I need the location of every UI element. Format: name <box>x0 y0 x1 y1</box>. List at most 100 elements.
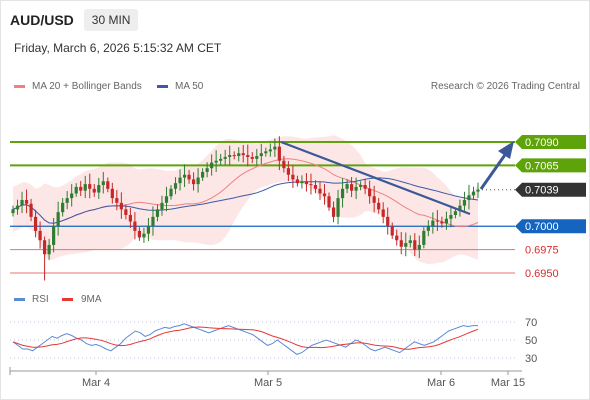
candle <box>462 191 467 214</box>
candle-body <box>228 155 232 157</box>
trend-annotations <box>280 140 514 216</box>
candle <box>160 195 164 216</box>
candle-body <box>318 188 322 194</box>
candle <box>52 217 56 253</box>
candle <box>137 227 142 241</box>
candle-body <box>340 188 345 199</box>
candle <box>309 173 313 195</box>
candle-body <box>20 200 24 206</box>
candle <box>363 179 367 195</box>
candle-body <box>259 153 263 157</box>
candle-body <box>106 181 110 189</box>
candle <box>359 181 363 191</box>
rsi-line <box>12 323 478 355</box>
candle <box>431 212 435 234</box>
candle <box>74 183 78 197</box>
candle-body <box>182 174 187 178</box>
candle <box>417 235 421 259</box>
candle <box>372 185 376 213</box>
candle-body <box>345 184 349 189</box>
candle <box>201 168 205 181</box>
candle-body <box>214 160 218 163</box>
candle <box>246 144 250 167</box>
candle <box>449 205 453 228</box>
level-label-text-2: 0.7039 <box>525 185 559 197</box>
candle <box>15 199 20 215</box>
candle-body <box>196 177 200 185</box>
candle-body <box>223 156 227 159</box>
candle <box>124 204 128 220</box>
candle-body <box>426 226 430 231</box>
candle-body <box>417 244 421 250</box>
price-level-labels: 0.7090 0.7065 0.7039 0.7000 0.6975 0.6950 <box>515 135 586 280</box>
candle-body <box>110 188 114 199</box>
x-tick-label-1: Mar 5 <box>254 377 282 389</box>
x-tick-label-3: Mar 15 <box>491 377 525 389</box>
candle-body <box>115 198 119 203</box>
symbol-title: AUD/USD <box>10 12 74 28</box>
ma20-legend-label: MA 20 + Bollinger Bands <box>32 81 142 92</box>
candle <box>444 211 448 230</box>
candle-body <box>440 221 444 224</box>
candle-body <box>322 193 327 197</box>
candle-body <box>160 202 164 210</box>
candle <box>88 173 92 199</box>
level-label-1: 0.7065 <box>515 158 586 173</box>
candle-body <box>61 202 65 213</box>
candle <box>471 186 476 200</box>
candle-body <box>435 220 439 222</box>
rsi-legend-swatch <box>14 298 25 301</box>
candle-body <box>268 149 272 152</box>
candle-body <box>232 155 236 157</box>
candle-body <box>349 184 354 191</box>
candle-body <box>124 209 128 215</box>
level-label-text-0: 0.7090 <box>525 137 559 149</box>
datetime-label: Friday, March 6, 2026 5:15:32 AM CET <box>14 41 222 55</box>
candle-body <box>300 181 304 184</box>
candle <box>79 180 83 197</box>
candle <box>119 192 123 219</box>
x-axis: Mar 4 Mar 5 Mar 6 Mar 15 <box>9 367 525 389</box>
candle <box>304 173 309 192</box>
candle-body <box>92 188 96 193</box>
candle-body <box>205 168 209 172</box>
candle <box>83 175 87 199</box>
candle <box>259 143 263 165</box>
candle <box>458 199 462 217</box>
candle <box>214 150 218 173</box>
ma50-legend-label: MA 50 <box>175 81 204 92</box>
candle <box>476 182 480 198</box>
candle-body <box>295 179 300 184</box>
candle-body <box>241 153 245 156</box>
candle-body <box>381 209 385 217</box>
timeframe-badge[interactable]: 30 MIN <box>83 9 139 31</box>
candle-body <box>476 189 480 192</box>
candle <box>43 236 47 281</box>
candle-body <box>386 216 390 227</box>
candle-body <box>15 205 20 210</box>
candle <box>92 183 96 197</box>
candle-body <box>359 185 363 187</box>
candle <box>268 143 272 157</box>
candle-body <box>79 186 83 191</box>
candle <box>24 189 29 214</box>
candle-body <box>155 209 160 217</box>
candle <box>187 169 191 184</box>
candle-body <box>277 146 281 161</box>
bollinger-band <box>13 135 478 264</box>
candle-body <box>219 158 223 161</box>
candle-body <box>413 240 417 250</box>
candle-body <box>83 184 87 191</box>
candle-body <box>462 200 467 206</box>
candle <box>422 227 426 249</box>
candle <box>313 180 318 194</box>
downtrend-line <box>280 140 471 216</box>
candle-body <box>449 214 453 219</box>
candle-body <box>201 171 205 178</box>
candle <box>381 202 385 224</box>
candle-body <box>458 205 462 212</box>
candle-body <box>97 185 101 193</box>
candle-body <box>101 181 105 186</box>
candle-body <box>146 226 151 234</box>
candle-body <box>173 183 178 189</box>
